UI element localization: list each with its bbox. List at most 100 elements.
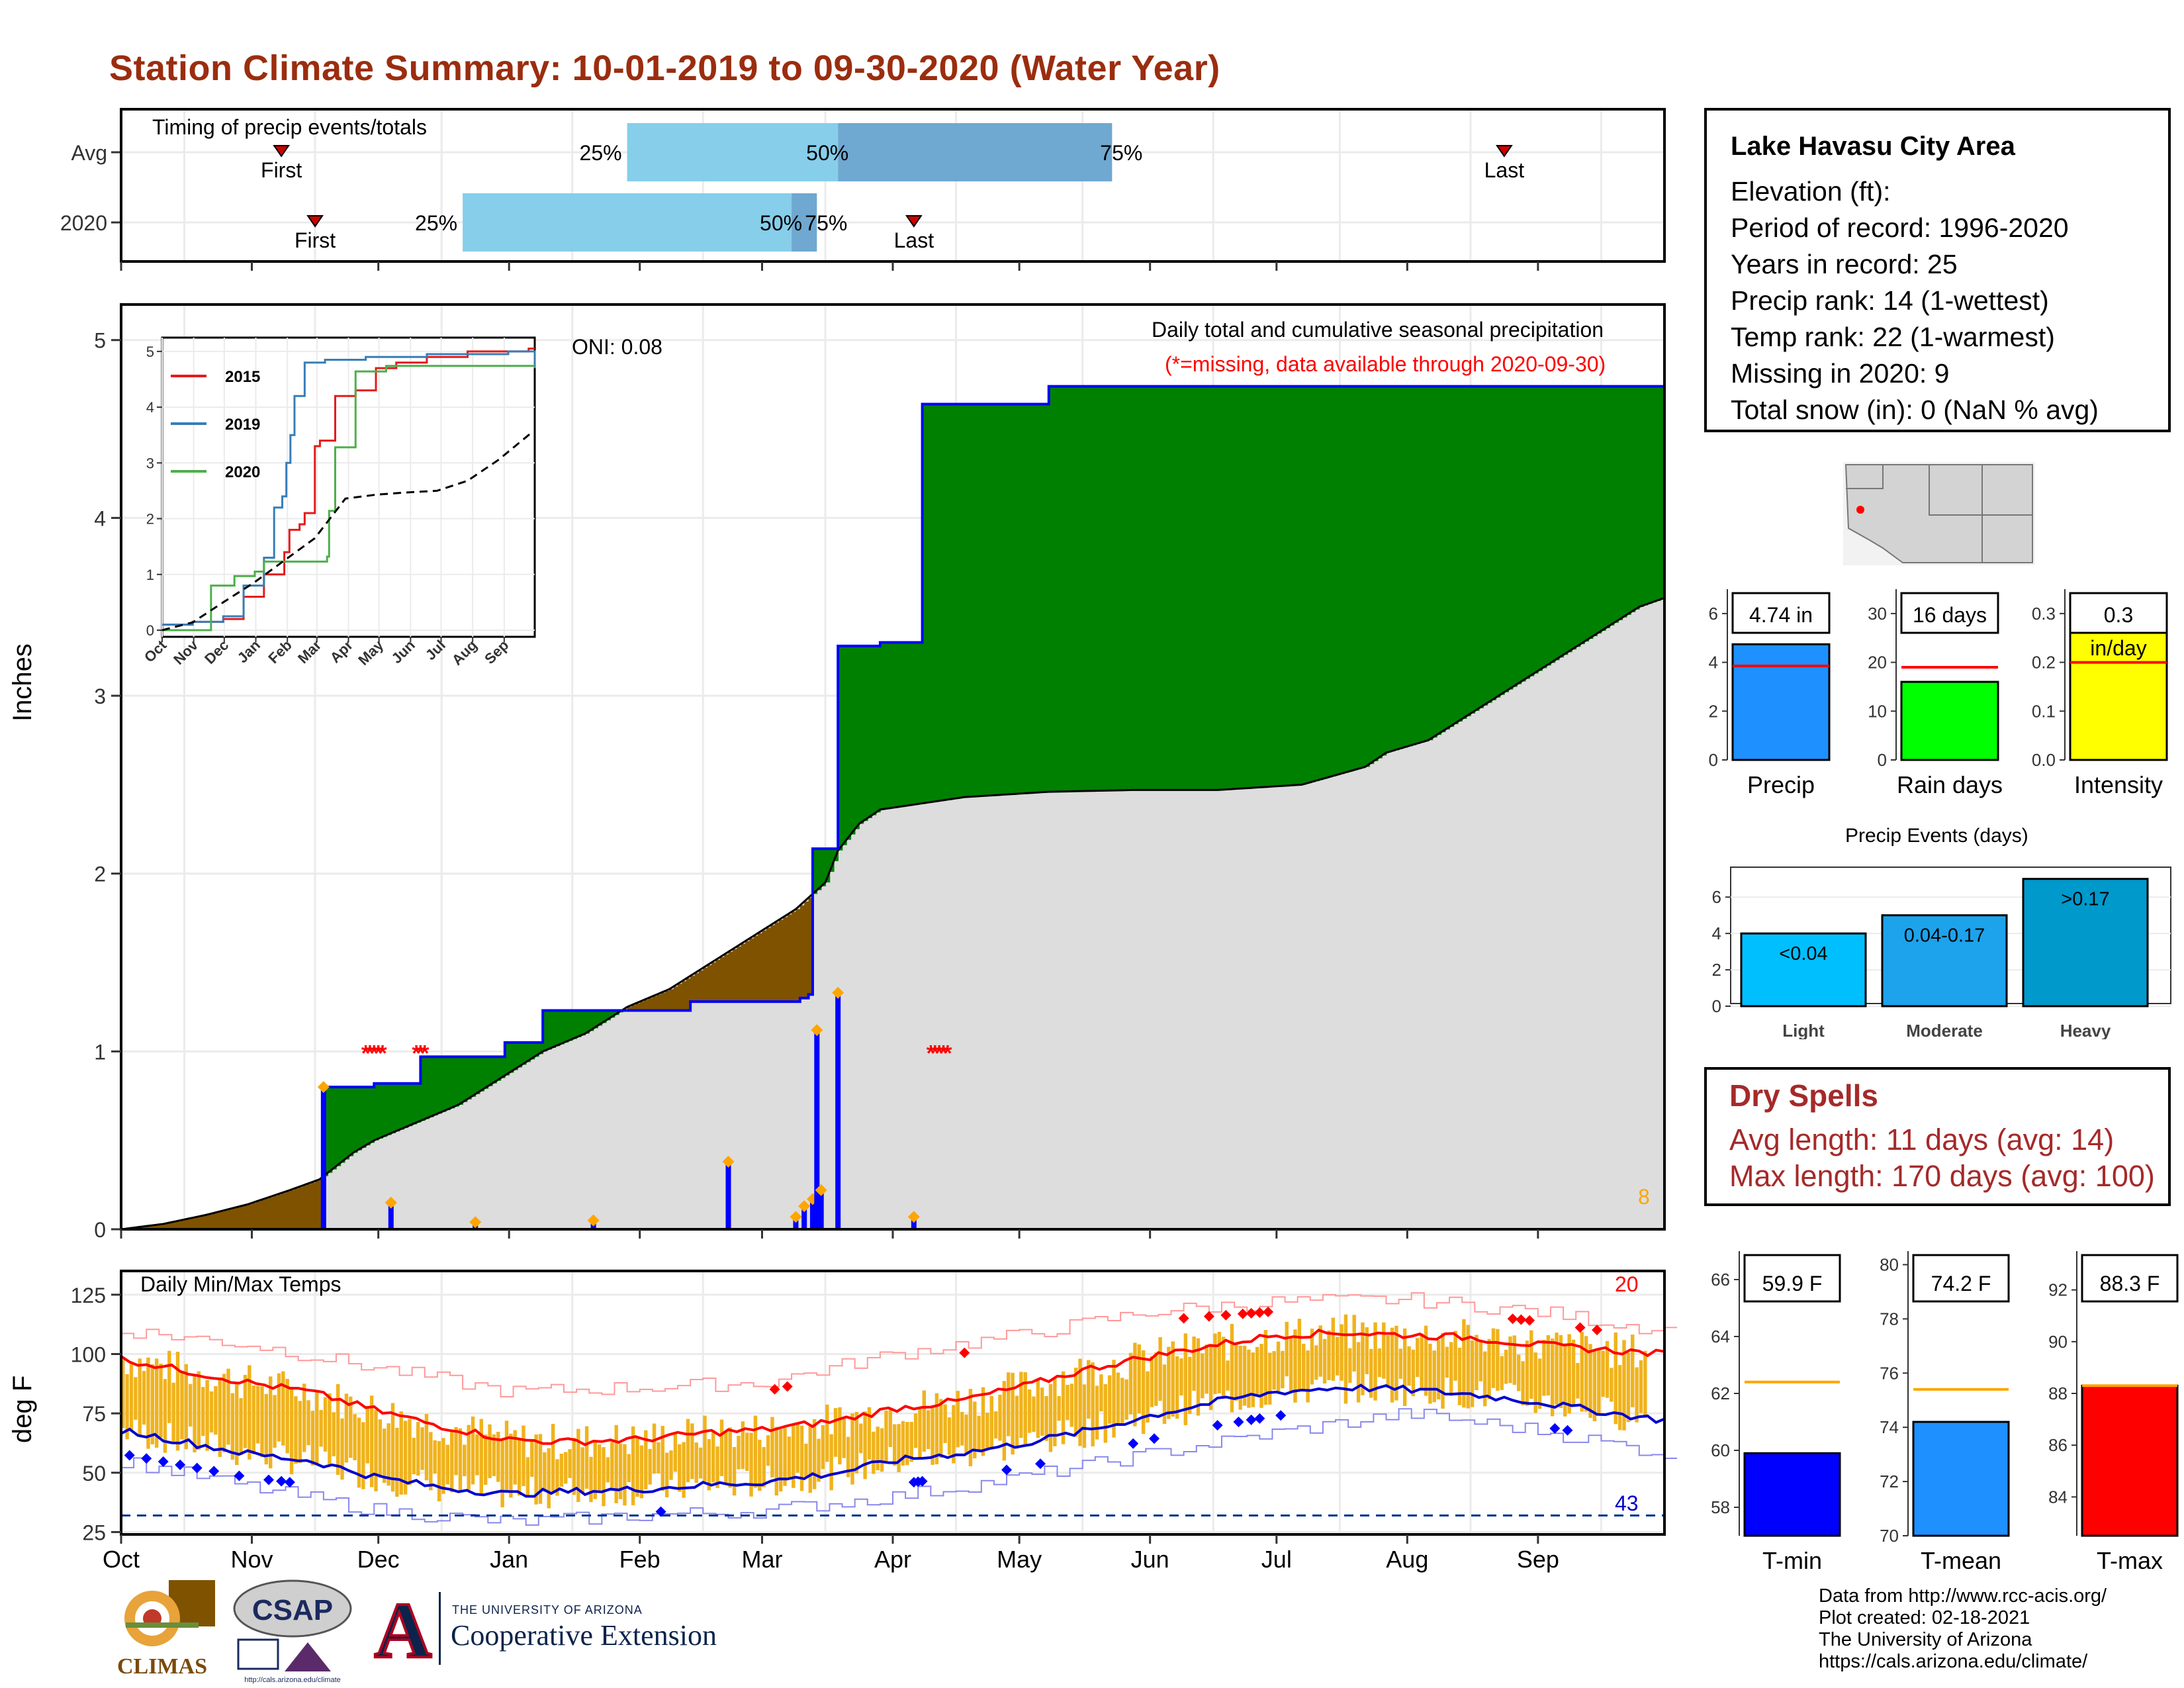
average-min-line: [120, 1383, 1665, 1498]
daily-temp-range-bar: [260, 1386, 264, 1458]
ua-logo: A: [366, 1585, 440, 1671]
daily-temp-range-bar: [285, 1378, 289, 1454]
above-average-fill: [463, 1056, 468, 1102]
timing-p50-label: 50%: [806, 141, 848, 165]
above-average-fill: [1432, 386, 1437, 738]
daily-temp-range-bar: [863, 1411, 867, 1479]
precip-ylabel: Inches: [8, 643, 37, 722]
above-average-fill: [884, 642, 889, 810]
daily-temp-range-bar: [1073, 1368, 1078, 1437]
daily-temp-range-bar: [631, 1426, 635, 1505]
below-average-fill: [792, 912, 797, 1002]
daily-temp-range-bar: [1356, 1342, 1361, 1403]
above-average-fill: [1597, 386, 1602, 634]
above-average-fill: [867, 645, 872, 818]
daily-temp-range-bar: [1007, 1372, 1011, 1436]
daily-temp-range-bar: [1276, 1341, 1281, 1392]
daily-temp-range-bar: [1289, 1338, 1293, 1391]
above-average-fill: [1533, 386, 1539, 674]
summary-ytick-label: 60: [1711, 1440, 1730, 1460]
below-average-fill: [753, 935, 758, 1002]
above-average-fill: [1631, 386, 1636, 612]
daily-temp-range-bar: [787, 1436, 792, 1479]
cold-day-marker: [1212, 1420, 1223, 1431]
daily-temp-range-bar: [264, 1393, 269, 1465]
events-ytick-label: 6: [1712, 887, 1721, 907]
above-average-fill: [437, 1056, 443, 1114]
daily-temp-range-bar: [319, 1410, 323, 1447]
temp-ytick-label: 75: [82, 1402, 106, 1426]
summary-value-box: [1731, 592, 1831, 634]
daily-temp-range-bar: [918, 1407, 922, 1458]
summary-ytick-label: 0.3: [2032, 604, 2056, 624]
above-average-fill: [559, 1010, 565, 1045]
daily-temp-range-bar: [1424, 1325, 1428, 1396]
daily-temp-range-bar: [597, 1444, 602, 1491]
daily-temp-range-bar: [467, 1425, 471, 1490]
daily-temp-range-bar: [888, 1408, 893, 1447]
below-average-fill: [281, 1193, 287, 1229]
cold-day-marker: [284, 1477, 295, 1488]
precip-event-marker: [587, 1214, 600, 1227]
above-average-fill: [829, 849, 835, 872]
above-average-fill: [1571, 386, 1576, 650]
above-average-fill: [340, 1087, 345, 1163]
daily-temp-range-bar: [1066, 1385, 1069, 1421]
above-average-fill: [888, 642, 893, 809]
daily-temp-range-bar: [1340, 1324, 1343, 1381]
below-average-fill: [732, 949, 738, 1002]
daily-temp-range-bar: [1306, 1350, 1310, 1403]
below-average-fill: [248, 1204, 253, 1229]
hot-day-marker: [1246, 1307, 1257, 1319]
summary-ytick-label: 80: [1880, 1254, 1899, 1274]
timing-p50-label: 50%: [760, 211, 802, 235]
below-average-fill: [694, 973, 700, 1002]
above-average-fill: [1537, 386, 1543, 671]
above-average-fill: [1483, 386, 1488, 706]
summary-bar-label: Intensity: [2074, 771, 2163, 798]
daily-temp-range-bar: [1626, 1352, 1631, 1423]
month-label-jun: Jun: [1130, 1546, 1169, 1573]
above-average-fill: [1032, 404, 1037, 793]
above-average-fill: [1550, 386, 1556, 663]
daily-temp-range-bar: [1048, 1383, 1053, 1452]
summary-ytick-label: 0.2: [2032, 653, 2056, 673]
above-average-fill: [1336, 386, 1341, 776]
summary-bar-t-max: [2081, 1384, 2179, 1537]
above-average-fill: [1057, 386, 1062, 792]
summary-ytick-label: 4: [1709, 653, 1718, 673]
daily-temp-range-bar: [1251, 1352, 1255, 1407]
daily-temp-range-bar: [977, 1415, 981, 1452]
precip-event-marker: [722, 1155, 735, 1168]
daily-temp-range-bar: [694, 1442, 698, 1483]
month-label-sep: Sep: [1516, 1546, 1559, 1573]
daily-temp-range-bar: [1567, 1334, 1571, 1414]
above-average-fill: [1150, 386, 1155, 790]
daily-temp-range-bar: [627, 1454, 631, 1483]
above-average-fill: [1411, 386, 1416, 745]
credits: Data from http://www.rcc-acis.org/ Plot …: [1819, 1585, 2107, 1673]
daily-temp-range-bar: [1343, 1314, 1348, 1404]
above-average-fill: [926, 404, 932, 803]
hot-day-marker: [1592, 1325, 1603, 1336]
events-bar-range: >0.17: [2061, 889, 2109, 910]
daily-temp-range-bar: [812, 1419, 817, 1489]
daily-temp-range-bar: [1407, 1346, 1411, 1386]
below-average-fill: [201, 1215, 206, 1229]
daily-temp-range-bar: [931, 1405, 934, 1465]
daily-temp-range-bar: [1154, 1352, 1158, 1406]
daily-temp-range-bar: [880, 1428, 884, 1472]
daily-temp-range-bar: [593, 1441, 598, 1499]
daily-temp-range-bar: [445, 1444, 450, 1485]
daily-temp-range-bar: [1635, 1367, 1639, 1423]
above-average-fill: [517, 1042, 523, 1068]
daily-temp-range-bar: [1592, 1351, 1597, 1422]
daily-temp-range-bar: [1533, 1352, 1537, 1413]
credit-source: Data from http://www.rcc-acis.org/: [1819, 1585, 2107, 1607]
above-average-fill: [530, 1042, 535, 1060]
above-average-fill: [576, 1010, 582, 1037]
above-average-fill: [1141, 386, 1147, 790]
daily-temp-range-bar: [770, 1417, 774, 1477]
below-average-fill: [796, 909, 801, 1002]
daily-temp-range-bar: [698, 1447, 703, 1479]
